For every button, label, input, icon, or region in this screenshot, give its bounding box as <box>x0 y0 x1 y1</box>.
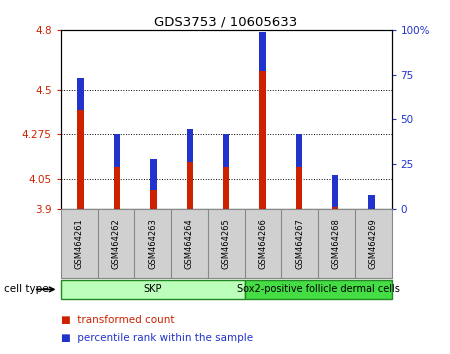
Bar <box>150 159 157 209</box>
Bar <box>368 195 375 209</box>
Bar <box>114 135 120 166</box>
Text: ■  transformed count: ■ transformed count <box>61 315 174 325</box>
Bar <box>259 32 266 209</box>
Bar <box>259 32 266 72</box>
Text: GSM464268: GSM464268 <box>332 218 341 269</box>
Bar <box>332 175 338 207</box>
Bar <box>223 135 230 166</box>
Text: GSM464263: GSM464263 <box>148 218 157 269</box>
Bar <box>244 280 392 299</box>
Bar <box>186 130 193 209</box>
Text: ■  percentile rank within the sample: ■ percentile rank within the sample <box>61 333 253 343</box>
Bar <box>332 175 338 209</box>
Bar <box>296 135 302 209</box>
Bar <box>77 78 84 209</box>
Bar <box>114 135 120 209</box>
Bar <box>296 135 302 166</box>
Text: GSM464261: GSM464261 <box>75 218 84 269</box>
Text: GSM464264: GSM464264 <box>185 218 194 269</box>
Text: GSM464269: GSM464269 <box>369 218 378 269</box>
Text: GSM464265: GSM464265 <box>221 218 230 269</box>
Bar <box>77 78 84 110</box>
Bar <box>61 280 244 299</box>
Text: Sox2-positive follicle dermal cells: Sox2-positive follicle dermal cells <box>237 284 400 295</box>
Text: GSM464266: GSM464266 <box>258 218 267 269</box>
Text: cell type: cell type <box>4 284 49 295</box>
Text: GSM464262: GSM464262 <box>112 218 121 269</box>
Bar <box>368 195 375 225</box>
Text: SKP: SKP <box>144 284 162 295</box>
Title: GDS3753 / 10605633: GDS3753 / 10605633 <box>154 16 298 29</box>
Bar <box>223 135 230 209</box>
Bar <box>186 130 193 161</box>
Bar <box>150 159 157 190</box>
Text: GSM464267: GSM464267 <box>295 218 304 269</box>
